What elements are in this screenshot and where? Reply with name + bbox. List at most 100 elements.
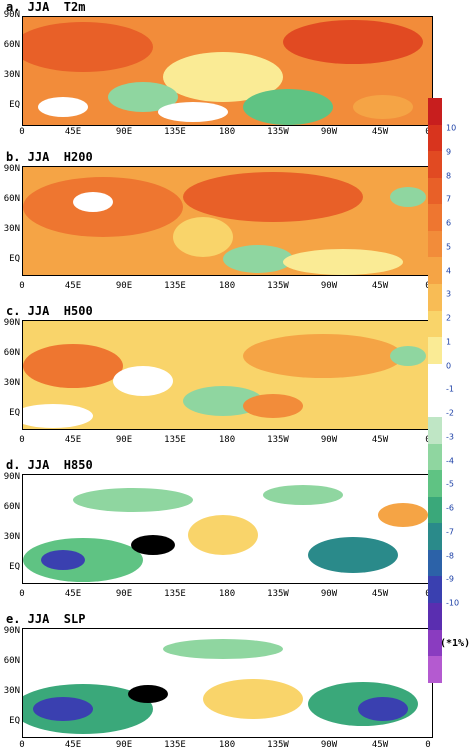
lat-label: EQ	[9, 100, 20, 110]
colorbar-swatch	[428, 576, 442, 603]
lat-label: 60N	[3, 348, 20, 358]
lat-label: EQ	[9, 254, 20, 264]
colorbar-tick-label: 6	[446, 218, 452, 228]
colorbar-swatch	[428, 257, 442, 285]
colorbar-tick-label: -9	[446, 574, 454, 584]
colorbar-tick-label: -2	[446, 408, 454, 418]
colorbar-swatch	[428, 443, 442, 471]
lat-label: 90N	[3, 318, 20, 328]
colorbar-tick-label: 4	[446, 266, 452, 275]
lon-label: 135W	[267, 435, 289, 445]
lon-label: 45E	[64, 127, 82, 137]
lon-label: 90W	[320, 740, 338, 750]
colorbar-swatch	[428, 656, 442, 683]
lat-label: 90N	[3, 164, 20, 174]
lat-label: 90N	[3, 626, 20, 636]
panel-title: d. JJA H850	[6, 458, 93, 472]
colorbar-tick-label: 1	[446, 337, 452, 347]
map-h200	[22, 166, 433, 276]
h200-field	[23, 167, 432, 275]
lon-label: 45W	[371, 435, 389, 445]
colorbar-tick-label: 0	[446, 361, 452, 370]
colorbar-swatch	[428, 124, 442, 152]
lon-label: 135E	[164, 589, 186, 599]
colorbar-tick-label: -1	[446, 384, 454, 394]
lat-label: EQ	[9, 716, 20, 726]
colorbar-tick-label: -5	[446, 479, 454, 489]
lon-label: 45W	[371, 127, 389, 137]
colorbar-tick-label: 3	[446, 289, 452, 299]
colorbar-tick-label: -10	[446, 598, 460, 608]
lon-label: 90E	[115, 589, 133, 599]
lon-label: 180	[218, 127, 236, 137]
lon-label: 45W	[371, 281, 389, 291]
colorbar-swatch	[428, 284, 442, 311]
map-slp	[22, 628, 433, 738]
map-t2m	[22, 16, 433, 126]
colorbar-tick-label: 5	[446, 242, 452, 252]
colorbar	[428, 98, 442, 683]
lat-label: EQ	[9, 562, 20, 572]
panel-title: a. JJA T2m	[6, 0, 86, 14]
lat-label: 30N	[3, 378, 20, 388]
colorbar-unit: (*1%)	[440, 638, 471, 649]
lon-label: 90W	[320, 281, 338, 291]
lon-label: 45E	[64, 589, 82, 599]
colorbar-swatch	[428, 416, 442, 444]
lat-label: 90N	[3, 472, 20, 482]
colorbar-swatch	[428, 602, 442, 630]
lon-label: 0	[19, 589, 25, 599]
lat-label: EQ	[9, 408, 20, 418]
lat-label: 30N	[3, 224, 20, 234]
lon-label: 0	[19, 435, 25, 445]
h500-field	[23, 321, 432, 429]
colorbar-tick-label: -7	[446, 527, 454, 537]
colorbar-swatch	[428, 629, 442, 657]
lon-label: 135W	[267, 127, 289, 137]
lat-label: 60N	[3, 656, 20, 666]
colorbar-swatch	[428, 496, 442, 524]
colorbar-swatch	[428, 98, 442, 125]
colorbar-swatch	[428, 230, 442, 258]
colorbar-tick-label: 8	[446, 171, 452, 180]
slp-field	[23, 629, 432, 737]
lon-label: 135E	[164, 281, 186, 291]
colorbar-swatch	[428, 151, 442, 178]
lat-label: 60N	[3, 502, 20, 512]
panel-title: c. JJA H500	[6, 304, 93, 318]
colorbar-swatch	[428, 390, 442, 417]
t2m-field	[23, 17, 432, 125]
map-h850	[22, 474, 433, 584]
colorbar-tick-label: -4	[446, 456, 454, 465]
lon-label: 45E	[64, 281, 82, 291]
lon-label: 90E	[115, 435, 133, 445]
colorbar-tick-label: 9	[446, 147, 452, 157]
colorbar-swatch	[428, 523, 442, 550]
lon-label: 135E	[164, 435, 186, 445]
lon-label: 180	[218, 281, 236, 291]
colorbar-tick-label: 2	[446, 313, 452, 323]
lon-label: 90E	[115, 127, 133, 137]
lat-label: 60N	[3, 194, 20, 204]
lat-label: 30N	[3, 532, 20, 542]
colorbar-tick-label: 7	[446, 194, 452, 204]
lon-label: 45E	[64, 740, 82, 750]
h850-field	[23, 475, 432, 583]
lon-label: 90W	[320, 589, 338, 599]
lon-label: 0	[19, 281, 25, 291]
lon-label: 90W	[320, 435, 338, 445]
lat-label: 90N	[3, 10, 20, 20]
lon-label: 45W	[371, 589, 389, 599]
panel-title: e. JJA SLP	[6, 612, 86, 626]
panel-title: b. JJA H200	[6, 150, 93, 164]
colorbar-tick-label: -6	[446, 503, 454, 513]
lon-label: 180	[218, 589, 236, 599]
lat-label: 60N	[3, 40, 20, 50]
lon-label: 135W	[267, 281, 289, 291]
colorbar-tick-label: -3	[446, 432, 454, 442]
lon-label: 90E	[115, 281, 133, 291]
colorbar-swatch	[428, 470, 442, 497]
colorbar-swatch	[428, 310, 442, 338]
lon-label: 45E	[64, 435, 82, 445]
lon-label: 180	[218, 435, 236, 445]
